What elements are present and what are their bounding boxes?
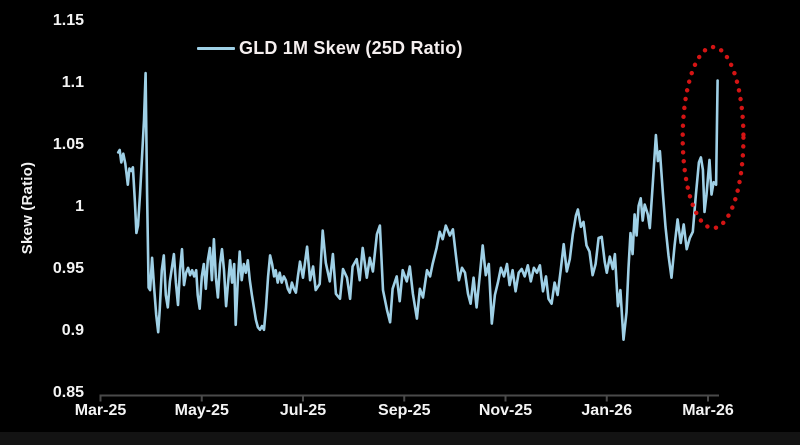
y-axis-tick-label: 1.15	[52, 12, 84, 29]
y-axis-tick-label: 0.85	[52, 384, 84, 401]
y-axis-tick-label: 0.9	[61, 322, 84, 339]
y-axis-tick-label: 1.1	[61, 74, 84, 91]
legend-line-swatch	[197, 47, 235, 50]
spike-highlight-ellipse	[680, 44, 746, 231]
x-axis-tick-label: Nov-25	[478, 402, 533, 419]
series-line	[116, 71, 719, 341]
x-axis-tick-label: Mar-26	[682, 402, 734, 419]
legend: GLD 1M Skew (25D Ratio)	[197, 38, 463, 59]
legend-label: GLD 1M Skew (25D Ratio)	[239, 38, 463, 58]
x-axis-tick-label: Sep-25	[378, 402, 431, 419]
y-axis-tick-label: 1	[75, 198, 84, 215]
x-axis-tick-label: Jan-26	[581, 402, 633, 419]
x-axis-tick-label: May-25	[174, 402, 229, 419]
x-axis-tick-label: Jul-25	[279, 402, 327, 419]
x-axis-tick-label: Mar-25	[74, 402, 127, 419]
window-bottom-strip	[0, 432, 800, 445]
y-axis-tick-label: 0.95	[52, 260, 84, 277]
y-axis-tick-label: 1.05	[52, 136, 84, 153]
